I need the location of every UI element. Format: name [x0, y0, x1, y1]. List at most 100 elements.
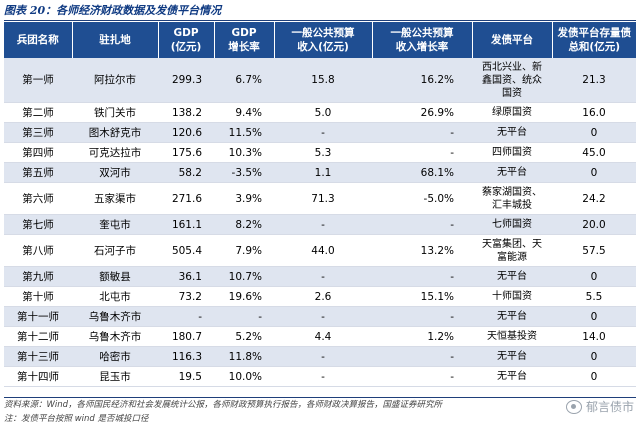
gdp-growth-cell: 19.6% [214, 286, 274, 307]
station-cell: 石河子市 [72, 234, 158, 267]
figure-title: 图表 20：各师经济财政数据及发债平台情况 [4, 4, 222, 17]
gdp-cell: 299.3 [158, 58, 214, 103]
division-name-cell: 第八师 [4, 234, 72, 267]
gdp-cell: 505.4 [158, 234, 214, 267]
gdp-growth-cell: 10.3% [214, 142, 274, 163]
gdp-cell: 271.6 [158, 182, 214, 215]
bottom-divider [4, 397, 636, 398]
column-header-label: GDP [231, 27, 257, 39]
platform-cell: 西北兴业、新 鑫国资、统众 国资 [472, 58, 552, 103]
table-row: 第八师 石河子市 505.4 7.9% 44.0 13.2% 天富集团、天 富能源 57.5 [4, 234, 636, 267]
column-header: 发债平台 [472, 22, 553, 58]
gdp-cell: 58.2 [158, 162, 214, 183]
budget-growth-cell: - [372, 366, 472, 387]
division-name-cell: 第二师 [4, 102, 72, 123]
division-name-cell: 第四师 [4, 142, 72, 163]
budget-growth-cell: - [372, 214, 472, 235]
gdp-cell: 175.6 [158, 142, 214, 163]
bond-stock-cell: 57.5 [552, 234, 636, 267]
gdp-growth-cell: 8.2% [214, 214, 274, 235]
division-name-cell: 第一师 [4, 58, 72, 103]
column-header-label: 兵团名称 [16, 34, 59, 46]
platform-cell: 七师国资 [472, 214, 552, 235]
platform-cell: 无平台 [472, 266, 552, 287]
table-row: 第七师 奎屯市 161.1 8.2% - - 七师国资 20.0 [4, 214, 636, 235]
source-note: 资料来源：Wind，各师国民经济和社会发展统计公报，各师财政预算执行报告，各师财… [4, 400, 443, 410]
budget-growth-cell: - [372, 346, 472, 367]
gdp-cell: 180.7 [158, 326, 214, 347]
station-cell: 双河市 [72, 162, 158, 183]
division-name-cell: 第十师 [4, 286, 72, 307]
platform-cell: 无平台 [472, 346, 552, 367]
platform-cell: 无平台 [472, 306, 552, 327]
platform-line: 无平台 [497, 311, 527, 322]
budget-growth-cell: 16.2% [372, 58, 472, 103]
station-cell: 铁门关市 [72, 102, 158, 123]
bond-stock-cell: 0 [552, 346, 636, 367]
table-row: 第十四师 昆玉市 19.5 10.0% - - 无平台 0 [4, 366, 636, 387]
column-header: 发债平台存量债 总和(亿元) [552, 22, 636, 58]
table-row: 第一师 阿拉尔市 299.3 6.7% 15.8 16.2% 西北兴业、新 鑫国资、统众 国资 2… [4, 58, 636, 103]
platform-line: 无平台 [497, 271, 527, 282]
gdp-growth-cell: 10.0% [214, 366, 274, 387]
gdp-growth-cell: 9.4% [214, 102, 274, 123]
budget-growth-cell: - [372, 266, 472, 287]
gdp-cell: 73.2 [158, 286, 214, 307]
gdp-cell: 19.5 [158, 366, 214, 387]
table-row: 第十师 北屯市 73.2 19.6% 2.6 15.1% 十师国资 5.5 [4, 286, 636, 307]
budget-revenue-cell: - [274, 122, 372, 143]
budget-revenue-cell: - [274, 266, 372, 287]
column-header-label: GDP [173, 27, 199, 39]
platform-cell: 绿原国资 [472, 102, 552, 123]
table-row: 第五师 双河市 58.2 -3.5% 1.1 68.1% 无平台 0 [4, 162, 636, 183]
gdp-growth-cell: 5.2% [214, 326, 274, 347]
platform-cell: 四师国资 [472, 142, 552, 163]
budget-revenue-cell: 4.4 [274, 326, 372, 347]
platform-line: 鑫国资、统众 [482, 74, 542, 86]
column-header: 一般公共预算 收入增长率 [372, 22, 473, 58]
gdp-growth-cell: 7.9% [214, 234, 274, 267]
platform-line: 七师国资 [492, 219, 532, 230]
table-row: 第十二师 乌鲁木齐市 180.7 5.2% 4.4 1.2% 天恒基投资 14.0 [4, 326, 636, 347]
bond-stock-cell: 5.5 [552, 286, 636, 307]
platform-line: 蔡家湖国资、 [482, 186, 542, 198]
budget-revenue-cell: - [274, 214, 372, 235]
platform-line: 无平台 [497, 167, 527, 178]
station-cell: 哈密市 [72, 346, 158, 367]
platform-line: 天恒基投资 [487, 331, 537, 342]
table-row: 第四师 可克达拉市 175.6 10.3% 5.3- 四师国资 45.0 [4, 142, 636, 163]
table-row: 第三师 图木舒克市 120.6 11.5% - - 无平台 0 [4, 122, 636, 143]
bond-stock-cell: 21.3 [552, 58, 636, 103]
column-header: 一般公共预算 收入(亿元) [274, 22, 373, 58]
division-name-cell: 第十一师 [4, 306, 72, 327]
gdp-cell: 36.1 [158, 266, 214, 287]
station-cell: 北屯市 [72, 286, 158, 307]
gdp-cell: 120.6 [158, 122, 214, 143]
column-header-label: 发债平台 [491, 34, 533, 46]
division-name-cell: 第三师 [4, 122, 72, 143]
station-cell: 图木舒克市 [72, 122, 158, 143]
bond-stock-cell: 0 [552, 162, 636, 183]
column-header-label: 收入增长率 [395, 41, 449, 53]
budget-revenue-cell: - [274, 346, 372, 367]
watermark-text: 郁言债市 [585, 400, 634, 414]
gdp-cell: 161.1 [158, 214, 214, 235]
table-row: 第二师 铁门关市 138.2 9.4% 5.0 26.9% 绿原国资 16.0 [4, 102, 636, 123]
budget-growth-cell: 1.2% [372, 326, 472, 347]
platform-line: 绿原国资 [492, 107, 532, 118]
division-name-cell: 第六师 [4, 182, 72, 215]
gdp-growth-cell: 6.7% [214, 58, 274, 103]
column-header-label: 一般公共预算 [390, 27, 454, 39]
gdp-cell: - [158, 306, 214, 327]
wechat-icon [565, 399, 582, 414]
watermark: 郁言债市 [565, 398, 634, 415]
column-header-label: 发债平台存量债 [557, 27, 632, 39]
bond-stock-cell: 20.0 [552, 214, 636, 235]
column-header: GDP (亿元) [158, 22, 215, 58]
division-name-cell: 第十四师 [4, 366, 72, 387]
station-cell: 乌鲁木齐市 [72, 326, 158, 347]
division-name-cell: 第五师 [4, 162, 72, 183]
budget-revenue-cell: - [274, 306, 372, 327]
platform-cell: 无平台 [472, 122, 552, 143]
budget-revenue-cell: 1.1 [274, 162, 372, 183]
